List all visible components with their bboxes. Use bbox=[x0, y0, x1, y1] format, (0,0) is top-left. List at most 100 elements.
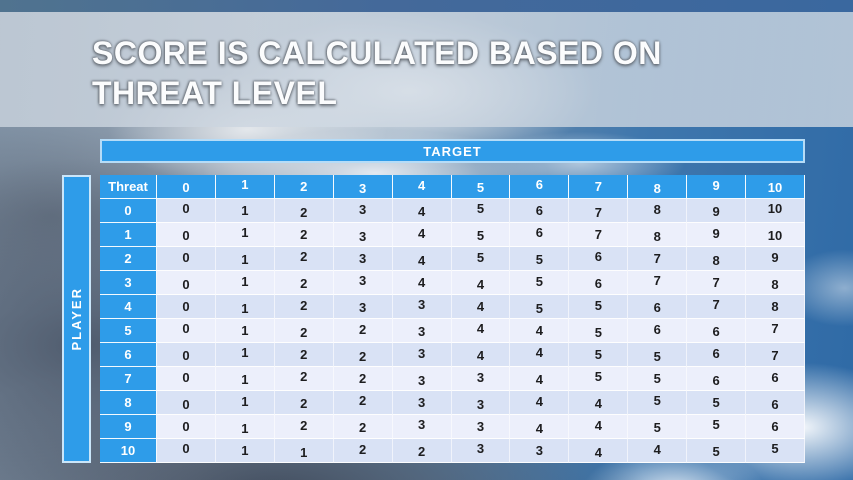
score-cell: 2 bbox=[274, 223, 334, 247]
target-column-header: 0 bbox=[157, 175, 216, 199]
slide-title-line2: THREAT LEVEL bbox=[92, 75, 338, 111]
score-cell: 5 bbox=[569, 319, 629, 343]
score-cell: 1 bbox=[215, 295, 275, 319]
target-column-header: 9 bbox=[687, 175, 747, 199]
score-cell: 4 bbox=[392, 271, 452, 295]
score-cell: 0 bbox=[157, 391, 216, 415]
score-cell: 3 bbox=[510, 439, 570, 463]
score-cell: 4 bbox=[392, 247, 452, 271]
score-cell: 7 bbox=[628, 271, 688, 295]
target-axis-label: TARGET bbox=[423, 143, 482, 159]
score-cell: 3 bbox=[333, 223, 393, 247]
target-column-header: 2 bbox=[274, 175, 334, 199]
score-cell: 9 bbox=[687, 223, 747, 247]
score-cell: 4 bbox=[510, 319, 570, 343]
score-cell: 2 bbox=[274, 343, 334, 367]
slide-title-line1: SCORE IS CALCULATED BASED ON bbox=[92, 35, 662, 71]
score-cell: 3 bbox=[451, 391, 511, 415]
score-cell: 5 bbox=[687, 391, 747, 415]
score-cell: 0 bbox=[157, 367, 216, 391]
score-cell: 4 bbox=[569, 391, 629, 415]
score-cell: 3 bbox=[392, 391, 452, 415]
score-cell: 5 bbox=[687, 439, 747, 463]
score-cell: 7 bbox=[746, 319, 805, 343]
score-cell: 0 bbox=[157, 247, 216, 271]
score-cell: 2 bbox=[333, 319, 393, 343]
score-cell: 2 bbox=[392, 439, 452, 463]
score-cell: 5 bbox=[746, 439, 805, 463]
score-cell: 4 bbox=[510, 391, 570, 415]
score-cell: 4 bbox=[569, 415, 629, 439]
score-cell: 3 bbox=[333, 199, 393, 223]
threat-row-header: 7 bbox=[100, 367, 157, 391]
score-cell: 1 bbox=[215, 247, 275, 271]
score-cell: 5 bbox=[569, 343, 629, 367]
score-cell: 5 bbox=[628, 367, 688, 391]
score-cell: 6 bbox=[569, 247, 629, 271]
score-cell: 2 bbox=[274, 247, 334, 271]
score-cell: 2 bbox=[274, 319, 334, 343]
threat-row-header: 0 bbox=[100, 199, 157, 223]
score-cell: 5 bbox=[510, 271, 570, 295]
score-cell: 5 bbox=[510, 295, 570, 319]
threat-row-header: 5 bbox=[100, 319, 157, 343]
score-cell: 0 bbox=[157, 271, 216, 295]
score-cell: 2 bbox=[333, 439, 393, 463]
score-cell: 3 bbox=[333, 271, 393, 295]
score-cell: 0 bbox=[157, 223, 216, 247]
slide-title: SCORE IS CALCULATED BASED ON THREAT LEVE… bbox=[92, 33, 732, 113]
score-cell: 3 bbox=[392, 415, 452, 439]
target-column-header: 7 bbox=[569, 175, 629, 199]
score-cell: 7 bbox=[687, 271, 747, 295]
score-cell: 4 bbox=[451, 343, 511, 367]
threat-row-header: 8 bbox=[100, 391, 157, 415]
score-cell: 7 bbox=[687, 295, 747, 319]
score-cell: 8 bbox=[628, 223, 688, 247]
score-cell: 8 bbox=[687, 247, 747, 271]
title-band bbox=[0, 12, 853, 127]
score-cell: 7 bbox=[569, 199, 629, 223]
score-cell: 9 bbox=[687, 199, 747, 223]
score-cell: 8 bbox=[628, 199, 688, 223]
score-cell: 1 bbox=[215, 271, 275, 295]
target-axis-bar: TARGET bbox=[100, 139, 805, 163]
score-cell: 5 bbox=[628, 343, 688, 367]
score-cell: 1 bbox=[215, 439, 275, 463]
score-cell: 10 bbox=[746, 223, 805, 247]
score-cell: 4 bbox=[451, 295, 511, 319]
score-cell: 5 bbox=[569, 367, 629, 391]
score-cell: 5 bbox=[451, 223, 511, 247]
score-cell: 5 bbox=[451, 247, 511, 271]
score-cell: 6 bbox=[687, 343, 747, 367]
score-cell: 5 bbox=[687, 415, 747, 439]
score-cell: 3 bbox=[451, 439, 511, 463]
score-cell: 2 bbox=[274, 415, 334, 439]
score-cell: 6 bbox=[510, 223, 570, 247]
threat-row-header: 10 bbox=[100, 439, 157, 463]
score-cell: 4 bbox=[392, 223, 452, 247]
target-column-header: 3 bbox=[333, 175, 393, 199]
score-cell: 3 bbox=[392, 295, 452, 319]
score-cell: 4 bbox=[451, 319, 511, 343]
threat-row-header: 1 bbox=[100, 223, 157, 247]
score-cell: 3 bbox=[451, 415, 511, 439]
score-cell: 7 bbox=[628, 247, 688, 271]
score-cell: 6 bbox=[746, 367, 805, 391]
threat-row-header: 6 bbox=[100, 343, 157, 367]
score-cell: 2 bbox=[333, 367, 393, 391]
threat-row-header: 4 bbox=[100, 295, 157, 319]
score-cell: 10 bbox=[746, 199, 805, 223]
player-axis-bar: PLAYER bbox=[62, 175, 91, 463]
score-cell: 5 bbox=[510, 247, 570, 271]
score-cell: 5 bbox=[628, 391, 688, 415]
threat-row-header: 9 bbox=[100, 415, 157, 439]
target-column-header: 5 bbox=[451, 175, 511, 199]
score-cell: 3 bbox=[392, 319, 452, 343]
score-cell: 8 bbox=[746, 271, 805, 295]
threat-row-header: 3 bbox=[100, 271, 157, 295]
target-column-header: 1 bbox=[215, 175, 275, 199]
score-cell: 1 bbox=[215, 223, 275, 247]
score-cell: 6 bbox=[628, 319, 688, 343]
score-table: Threat 0 1 2 3 4 5 6 7 8 9 10 0 0 1 2 3 4 5 6 7 8 9 10 1 0 1 2 3 4 5 6 7… bbox=[100, 175, 805, 463]
score-cell: 2 bbox=[333, 343, 393, 367]
